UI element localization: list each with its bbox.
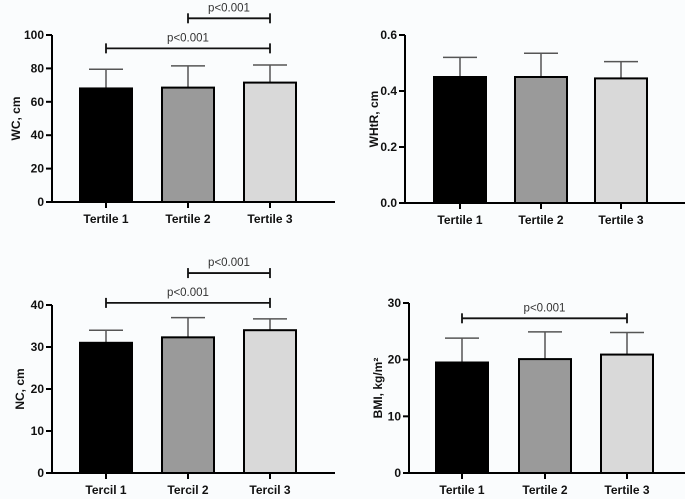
bar — [243, 329, 297, 475]
x-tick-label: Tertile 3 — [604, 483, 649, 497]
y-tick-label: 40 — [31, 298, 45, 312]
bar — [514, 76, 568, 204]
x-tick-label: Tercil 2 — [167, 483, 208, 497]
p-value-label: p<0.001 — [208, 257, 250, 269]
x-tick-label: Tercil 1 — [85, 483, 126, 497]
y-tick-label: 20 — [388, 353, 402, 367]
x-tick-label: Tertile 2 — [165, 212, 210, 226]
y-tick-label: 0 — [37, 195, 44, 209]
x-tick-label: Tertile 3 — [247, 212, 292, 226]
bar — [518, 358, 572, 475]
bar — [594, 77, 648, 204]
bar — [435, 361, 489, 474]
bar — [161, 336, 215, 474]
y-tick-label: 40 — [31, 128, 45, 142]
panel-2: Tertile 1 Tertile 2 Tertile 3 0.0 0.2 0.4 0.6 W… — [367, 28, 685, 227]
x-tick-label: Tertile 3 — [598, 213, 643, 227]
bar — [161, 86, 215, 203]
panel-3: Tercil 1 Tercil 2 Tercil 3 0 10 20 30 40 NC, cm p… — [13, 257, 335, 497]
p-value-label: p<0.001 — [167, 32, 209, 44]
p-value-label: p<0.001 — [167, 287, 209, 299]
y-tick-label: 0.4 — [380, 84, 397, 98]
bar — [79, 87, 133, 203]
x-tick-label: Tertile 2 — [522, 483, 567, 497]
panel-4: Tertile 1 Tertile 2 Tertile 3 0 10 20 30 BMI, k… — [371, 296, 685, 497]
y-axis-label: NC, cm — [13, 368, 27, 409]
y-axis-label: WC, cm — [9, 96, 23, 140]
y-tick-label: 0.6 — [380, 28, 397, 42]
y-tick-label: 20 — [31, 162, 45, 176]
y-tick-label: 100 — [24, 28, 44, 42]
x-tick-label: Tertile 1 — [83, 212, 128, 226]
bar — [600, 353, 654, 475]
y-tick-label: 10 — [31, 424, 45, 438]
x-tick-label: Tertile 2 — [518, 213, 563, 227]
y-axis-label: WHtR, cm — [367, 91, 381, 148]
y-tick-label: 0 — [394, 466, 401, 480]
y-tick-label: 0.2 — [380, 140, 397, 154]
p-value-label: p<0.001 — [524, 302, 566, 314]
y-tick-label: 60 — [31, 95, 45, 109]
panel-1: Tertile 1 Tertile 2 Tertile 3 0 20 40 60 80 100 W… — [9, 2, 335, 226]
x-tick-label: Tertile 1 — [439, 483, 484, 497]
y-tick-label: 30 — [31, 340, 45, 354]
y-tick-label: 30 — [388, 296, 402, 310]
y-tick-label: 20 — [31, 382, 45, 396]
y-tick-label: 0 — [37, 466, 44, 480]
bar — [433, 76, 487, 204]
x-tick-label: Tertile 1 — [437, 213, 482, 227]
p-value-label: p<0.001 — [208, 2, 250, 14]
bar — [243, 81, 297, 203]
y-axis-label: BMI, kg/m² — [371, 358, 385, 419]
y-tick-label: 0.0 — [380, 196, 397, 210]
bar — [79, 341, 133, 474]
y-tick-label: 10 — [388, 409, 402, 423]
y-tick-label: 80 — [31, 61, 45, 75]
x-tick-label: Tercil 3 — [249, 483, 290, 497]
